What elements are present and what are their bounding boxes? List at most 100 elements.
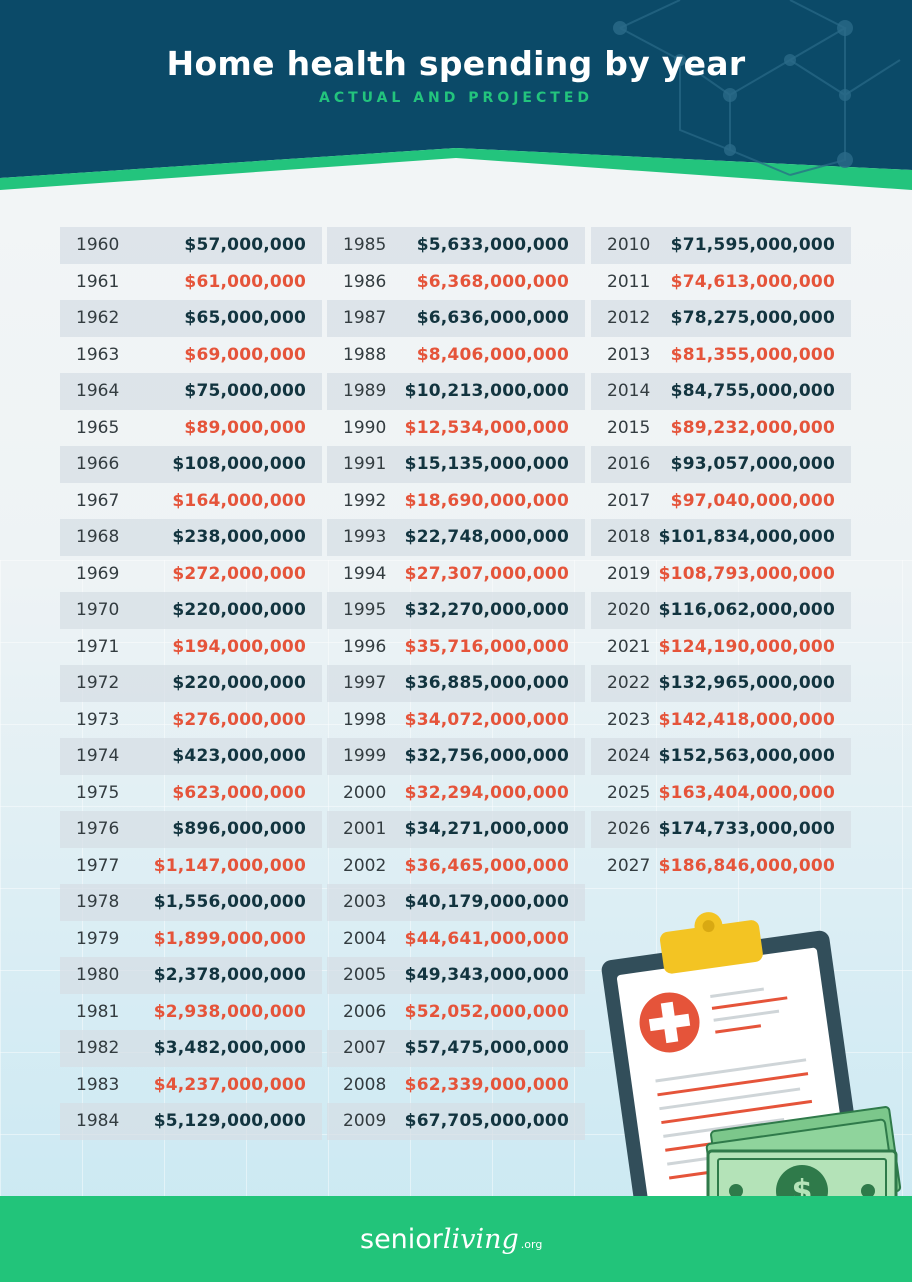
amount-cell: $57,475,000,000 (404, 1038, 569, 1059)
year-cell: 1984 (76, 1111, 120, 1132)
year-cell: 1962 (76, 308, 120, 329)
table-row: 1980 $2,378,000,000 (60, 957, 322, 994)
table-row: 2014 $84,755,000,000 (591, 373, 851, 410)
year-cell: 2016 (607, 454, 651, 475)
year-cell: 1961 (76, 271, 120, 292)
table-row: 1979 $1,899,000,000 (60, 921, 322, 958)
year-cell: 1989 (343, 381, 387, 402)
year-cell: 1993 (343, 527, 387, 548)
amount-cell: $124,190,000,000 (658, 636, 835, 657)
table-row: 1998 $34,072,000,000 (327, 702, 585, 739)
year-cell: 2002 (343, 855, 387, 876)
amount-cell: $108,000,000 (172, 454, 306, 475)
table-row: 2023 $142,418,000,000 (591, 702, 851, 739)
table-row: 2007 $57,475,000,000 (327, 1030, 585, 1067)
table-row: 2008 $62,339,000,000 (327, 1067, 585, 1104)
table-row: 2013 $81,355,000,000 (591, 337, 851, 374)
year-cell: 1964 (76, 381, 120, 402)
year-cell: 2027 (607, 855, 651, 876)
table-row: 2020 $116,062,000,000 (591, 592, 851, 629)
amount-cell: $71,595,000,000 (670, 235, 835, 256)
table-row: 2011 $74,613,000,000 (591, 264, 851, 301)
table-row: 1969 $272,000,000 (60, 556, 322, 593)
table-row: 1975 $623,000,000 (60, 775, 322, 812)
amount-cell: $44,641,000,000 (404, 928, 569, 949)
table-row: 1983 $4,237,000,000 (60, 1067, 322, 1104)
year-cell: 1992 (343, 490, 387, 511)
year-cell: 1983 (76, 1074, 120, 1095)
year-cell: 1973 (76, 709, 120, 730)
year-cell: 2003 (343, 892, 387, 913)
year-cell: 1995 (343, 600, 387, 621)
amount-cell: $74,613,000,000 (670, 271, 835, 292)
year-cell: 1997 (343, 673, 387, 694)
illustration: $ (596, 895, 906, 1248)
amount-cell: $2,938,000,000 (153, 1001, 306, 1022)
year-cell: 1994 (343, 563, 387, 584)
amount-cell: $89,232,000,000 (670, 417, 835, 438)
table-column-3: 2010 $71,595,000,000 2011 $74,613,000,000 20… (591, 227, 851, 884)
amount-cell: $81,355,000,000 (670, 344, 835, 365)
table-row: 1970 $220,000,000 (60, 592, 322, 629)
year-cell: 1986 (343, 271, 387, 292)
amount-cell: $108,793,000,000 (658, 563, 835, 584)
year-cell: 1965 (76, 417, 120, 438)
table-row: 1963 $69,000,000 (60, 337, 322, 374)
table-row: 1996 $35,716,000,000 (327, 629, 585, 666)
table-row: 1991 $15,135,000,000 (327, 446, 585, 483)
amount-cell: $69,000,000 (184, 344, 306, 365)
year-cell: 2009 (343, 1111, 387, 1132)
amount-cell: $2,378,000,000 (153, 965, 306, 986)
year-cell: 2025 (607, 782, 651, 803)
logo-text-living: living (442, 1224, 519, 1255)
year-cell: 1977 (76, 855, 120, 876)
year-cell: 1998 (343, 709, 387, 730)
table-row: 1990 $12,534,000,000 (327, 410, 585, 447)
amount-cell: $4,237,000,000 (153, 1074, 306, 1095)
year-cell: 2024 (607, 746, 651, 767)
amount-cell: $6,636,000,000 (416, 308, 569, 329)
table-row: 1995 $32,270,000,000 (327, 592, 585, 629)
amount-cell: $163,404,000,000 (658, 782, 835, 803)
table-row: 1972 $220,000,000 (60, 665, 322, 702)
year-cell: 1987 (343, 308, 387, 329)
year-cell: 1978 (76, 892, 120, 913)
seniorliving-logo[interactable]: seniorliving .org (360, 1224, 542, 1255)
year-cell: 2008 (343, 1074, 387, 1095)
page-subtitle: ACTUAL AND PROJECTED (319, 90, 593, 106)
table-row: 1961 $61,000,000 (60, 264, 322, 301)
table-row: 1965 $89,000,000 (60, 410, 322, 447)
amount-cell: $12,534,000,000 (404, 417, 569, 438)
year-cell: 2019 (607, 563, 651, 584)
year-cell: 1968 (76, 527, 120, 548)
table-row: 1982 $3,482,000,000 (60, 1030, 322, 1067)
table-column-1: 1960 $57,000,000 1961 $61,000,000 1962 $65,00… (60, 227, 322, 1140)
table-row: 1985 $5,633,000,000 (327, 227, 585, 264)
table-row: 1968 $238,000,000 (60, 519, 322, 556)
amount-cell: $32,756,000,000 (404, 746, 569, 767)
amount-cell: $35,716,000,000 (404, 636, 569, 657)
amount-cell: $220,000,000 (172, 673, 306, 694)
table-row: 2016 $93,057,000,000 (591, 446, 851, 483)
amount-cell: $67,705,000,000 (404, 1111, 569, 1132)
year-cell: 1971 (76, 636, 120, 657)
table-row: 1960 $57,000,000 (60, 227, 322, 264)
year-cell: 2010 (607, 235, 651, 256)
table-row: 2004 $44,641,000,000 (327, 921, 585, 958)
year-cell: 1979 (76, 928, 120, 949)
year-cell: 1991 (343, 454, 387, 475)
amount-cell: $34,271,000,000 (404, 819, 569, 840)
amount-cell: $62,339,000,000 (404, 1074, 569, 1095)
amount-cell: $75,000,000 (184, 381, 306, 402)
table-row: 2021 $124,190,000,000 (591, 629, 851, 666)
year-cell: 2018 (607, 527, 651, 548)
year-cell: 2017 (607, 490, 651, 511)
table-row: 2022 $132,965,000,000 (591, 665, 851, 702)
year-cell: 2015 (607, 417, 651, 438)
year-cell: 1974 (76, 746, 120, 767)
table-row: 2000 $32,294,000,000 (327, 775, 585, 812)
table-row: 1966 $108,000,000 (60, 446, 322, 483)
amount-cell: $3,482,000,000 (153, 1038, 306, 1059)
amount-cell: $1,899,000,000 (153, 928, 306, 949)
amount-cell: $132,965,000,000 (658, 673, 835, 694)
